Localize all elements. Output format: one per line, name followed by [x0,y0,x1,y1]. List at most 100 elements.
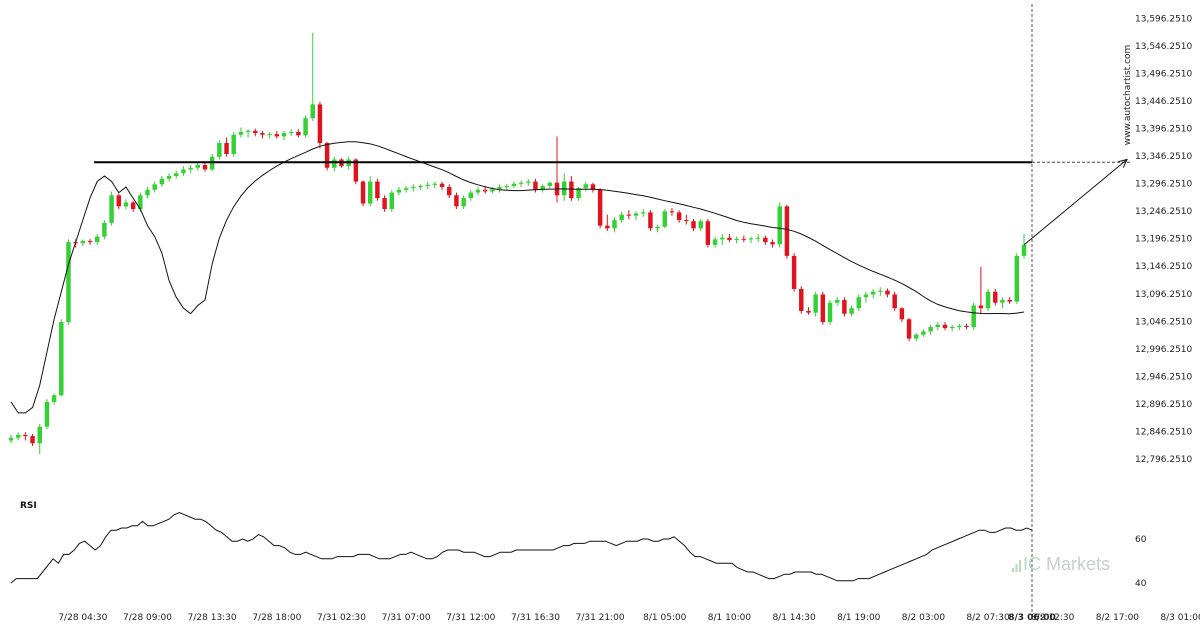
candle-up [123,202,129,207]
candle-up [461,198,466,207]
candle-up [403,188,409,190]
candle-up [827,302,833,323]
price-tick-label: 13,096.2510 [1135,290,1193,300]
candle-up [914,334,919,339]
price-tick-label: 13,246.2510 [1135,207,1193,217]
time-tick-label: 8/2 12:30 [1031,613,1075,623]
candle-up [985,291,991,309]
candle-up [935,324,941,327]
candle-down [590,184,596,190]
candle-down [260,133,265,135]
price-tick-label: 13,446.2510 [1135,97,1193,107]
candle-up [44,401,50,427]
candle-up [188,167,193,170]
candle-up [504,185,509,188]
price-tick-label: 13,396.2510 [1135,125,1193,135]
candle-up [720,237,725,240]
time-tick-label: 7/31 07:00 [382,613,431,623]
price-tick-label: 12,846.2510 [1135,428,1193,438]
candle-down [899,308,905,320]
candle-up [497,187,502,190]
candle-down [1007,299,1012,302]
candle-up [547,182,553,186]
candle-up [303,118,308,136]
candle-up [1000,299,1005,303]
candle-up [834,299,840,303]
brand-bar-1 [1012,568,1014,572]
candle-up [109,195,114,223]
candle-down [605,225,610,229]
candle-down [454,195,459,207]
candle-up [971,305,976,327]
candle-down [224,142,229,154]
candle-down [353,159,359,182]
price-tick-label: 13,296.2510 [1135,180,1193,190]
candle-up [195,165,201,168]
candle-down [942,324,948,329]
candle-up [640,212,646,214]
candle-down [978,305,984,309]
candle-down [116,195,121,207]
time-tick-label: 7/28 13:30 [188,613,237,623]
price-tick-label: 12,796.2510 [1135,455,1193,465]
candle-down [375,181,380,199]
rsi-tick-label: 60 [1135,535,1147,545]
time-label-current: 8/3 06:00 [1008,613,1056,623]
candle-up [662,211,668,227]
candle-up [80,241,86,244]
candle-up [540,185,545,190]
candle-down [130,202,136,210]
rsi-tick-label: 40 [1135,579,1147,589]
candle-down [569,181,574,199]
time-tick-label: 7/31 21:00 [576,613,625,623]
price-tick-label: 13,046.2510 [1135,317,1193,327]
candle-up [921,331,926,335]
brand-name: Markets [1046,554,1110,574]
candle-down [253,130,258,134]
candle-down [684,220,689,222]
forecast-arrow-head [1118,158,1128,168]
candle-up [878,290,883,292]
time-tick-label: 7/28 09:00 [123,613,172,623]
candle-up [856,297,861,309]
candle-up [712,239,718,245]
candle-down [763,237,768,243]
candle-down [741,238,747,240]
candle-up [748,238,754,240]
candle-up [655,226,660,229]
candle-up [526,181,531,183]
candle-down [791,255,797,289]
candle-up [15,434,21,438]
candle-up [734,238,739,240]
time-axis: 7/28 04:30 7/28 09:00 7/28 13:30 7/28 18:00… [58,613,1200,623]
brand-bar-3 [1019,560,1021,572]
candle-up [1021,244,1027,256]
candle-down [274,134,280,137]
candle-up [166,176,172,179]
time-tick-label: 7/28 18:00 [252,613,301,623]
candle-down [324,142,330,168]
candle-down [906,319,912,339]
candle-down [533,181,538,190]
time-tick-label: 8/1 05:00 [643,613,687,623]
candle-up [777,206,782,245]
price-tick-label: 12,946.2510 [1135,372,1193,382]
ma-line [10,141,1025,414]
candle-up [490,189,495,192]
candle-down [23,434,28,437]
time-tick-label: 7/31 02:30 [317,613,366,623]
candle-down [705,221,711,245]
time-tick-label: 7/31 12:00 [446,613,495,623]
candle-up [468,192,474,199]
candle-up [396,189,402,193]
candle-up [174,173,179,177]
candlestick-series [8,32,1027,455]
candle-down [770,242,775,245]
time-tick-label: 7/31 16:30 [511,613,560,623]
candle-up [159,178,165,185]
candle-up [425,184,430,186]
candle-up [870,291,876,295]
candle-up [475,189,481,193]
rsi-title: RSI [20,501,37,511]
price-tick-label: 12,996.2510 [1135,345,1193,355]
